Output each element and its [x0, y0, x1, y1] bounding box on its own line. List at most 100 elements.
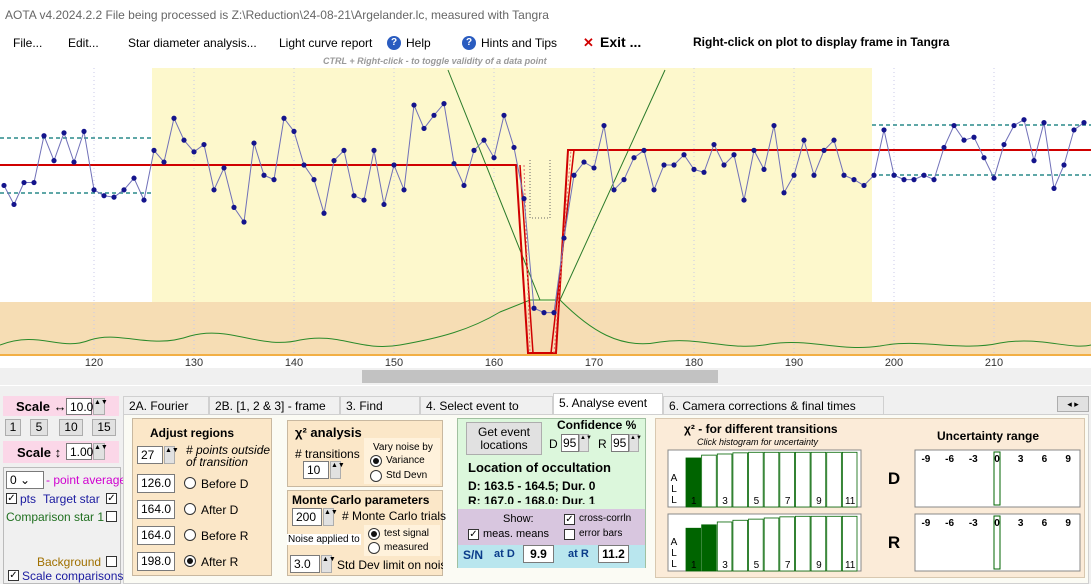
analysis-region	[152, 68, 872, 302]
menu-item[interactable]: File...	[13, 36, 43, 50]
measured-radio[interactable]	[368, 542, 380, 554]
limit-input[interactable]: 3.0	[290, 555, 320, 573]
region-radio[interactable]	[184, 555, 196, 567]
scroll-thumb[interactable]	[362, 370, 718, 383]
spinner[interactable]: ▲▼	[579, 434, 592, 452]
help-icon: ?	[387, 36, 401, 50]
tab-scroll[interactable]: ◂ ▸	[1057, 396, 1089, 412]
test-signal-radio[interactable]	[368, 528, 380, 540]
spinner[interactable]: ▲▼	[93, 398, 108, 415]
target-checkbox[interactable]: ✓	[106, 493, 117, 504]
tab[interactable]: 3. Find events	[340, 396, 420, 432]
data-point	[151, 147, 157, 153]
means-checkbox[interactable]: ✓	[468, 529, 479, 540]
error-bars-checkbox[interactable]	[564, 529, 575, 540]
data-point	[1011, 122, 1017, 129]
data-point	[641, 147, 647, 153]
spinner[interactable]: ▲▼	[321, 555, 336, 573]
menu-item[interactable]: Light curve report	[279, 36, 373, 50]
spinner[interactable]: ▲▼	[93, 443, 108, 460]
spinner[interactable]: ▲▼	[330, 461, 345, 479]
data-point	[681, 152, 687, 158]
chi-title: χ² analysis	[295, 425, 362, 440]
histogram-bar	[732, 519, 748, 572]
data-point	[251, 140, 257, 146]
chi-curve	[0, 299, 1091, 349]
spinner[interactable]: ▲▼	[164, 446, 179, 464]
data-point	[421, 125, 427, 132]
scrollbar[interactable]	[0, 368, 1091, 385]
data-point	[231, 204, 237, 210]
stddev-radio[interactable]	[370, 470, 382, 482]
scale-button[interactable]: 15	[92, 419, 116, 436]
data-point	[941, 144, 947, 151]
scale-comparisons-checkbox[interactable]: ✓	[8, 570, 19, 581]
data-point	[471, 147, 477, 153]
scale-button[interactable]: 5	[30, 419, 48, 436]
cross-corr-checkbox[interactable]: ✓	[564, 514, 575, 525]
data-point	[11, 201, 17, 208]
variance-radio[interactable]	[370, 455, 382, 467]
trials-input[interactable]: 200	[292, 508, 322, 526]
data-point	[621, 177, 627, 183]
d-location: D: 163.5 - 164.5; Dur. 0	[468, 479, 596, 493]
tab[interactable]: 4. Select event to analyse	[420, 396, 553, 432]
tab[interactable]: 2A. Fourier plot	[123, 396, 209, 432]
tab[interactable]: 2B. [1, 2 & 3] - frame test	[209, 396, 340, 432]
scale-h-input[interactable]: 10.0	[66, 398, 93, 415]
tab[interactable]: 6. Camera corrections & final times Even…	[663, 396, 884, 432]
menu-item[interactable]: Hints and Tips	[481, 36, 558, 50]
all-label: L	[671, 559, 677, 570]
menu-item[interactable]: Exit ...	[600, 34, 642, 50]
region-radio[interactable]	[184, 529, 196, 541]
data-point	[871, 172, 877, 178]
spinner[interactable]: ▲▼	[629, 434, 642, 452]
transitions-input[interactable]: 10	[303, 461, 329, 479]
d-confidence[interactable]: 95	[561, 434, 579, 452]
get-event-button[interactable]: Get event locations	[466, 422, 542, 455]
data-point	[161, 159, 167, 165]
data-point	[1061, 162, 1067, 168]
region-input[interactable]: 164.0	[137, 500, 175, 519]
histogram-bar	[748, 518, 764, 572]
region-input[interactable]: 198.0	[137, 552, 175, 571]
r-confidence[interactable]: 95	[611, 434, 629, 452]
menu-item[interactable]: Edit...	[68, 36, 99, 50]
uncertainty-tick: -3	[969, 518, 978, 529]
sn-d: 9.9	[523, 545, 554, 563]
point-average: 0	[10, 473, 17, 487]
histogram-bar	[732, 452, 748, 508]
tab[interactable]: 5. Analyse event #1	[553, 393, 663, 429]
histogram-bar	[841, 451, 858, 508]
exit-icon: ✕	[583, 35, 594, 50]
data-point	[1, 182, 7, 189]
points-outside-input[interactable]: 27	[137, 446, 163, 464]
scale-button[interactable]: 10	[59, 419, 83, 436]
data-point	[501, 112, 507, 118]
menu-item[interactable]: Star diameter analysis...	[128, 36, 257, 50]
bar-label: 5	[754, 496, 760, 507]
pts-checkbox[interactable]: ✓	[6, 493, 17, 504]
data-point	[341, 147, 347, 153]
histogram-bar	[763, 451, 780, 508]
uncertainty-tick: -6	[945, 518, 954, 529]
region-radio[interactable]	[184, 503, 196, 515]
data-point	[281, 115, 287, 121]
histogram-bar	[701, 454, 717, 508]
scale-v-input[interactable]: 1.00	[66, 443, 93, 460]
noise-label: Noise applied to	[287, 534, 361, 545]
point-average-select[interactable]: 0 ⌄	[6, 471, 44, 489]
region-input[interactable]: 126.0	[137, 474, 175, 493]
region-radio[interactable]	[184, 477, 196, 489]
region-input[interactable]: 164.0	[137, 526, 175, 545]
spinner[interactable]: ▲▼	[323, 508, 338, 526]
menu-item[interactable]: Help	[406, 36, 431, 50]
background-checkbox[interactable]	[106, 556, 117, 567]
data-point	[1031, 158, 1037, 164]
scale-h-label: Scale ↔	[16, 399, 67, 414]
comparison-checkbox[interactable]	[106, 511, 117, 522]
light-curve-plot[interactable]: 120 130 140 150 160 170 180 190 200 210	[0, 68, 1091, 368]
data-point	[661, 162, 667, 168]
scale-button[interactable]: 1	[5, 419, 21, 436]
